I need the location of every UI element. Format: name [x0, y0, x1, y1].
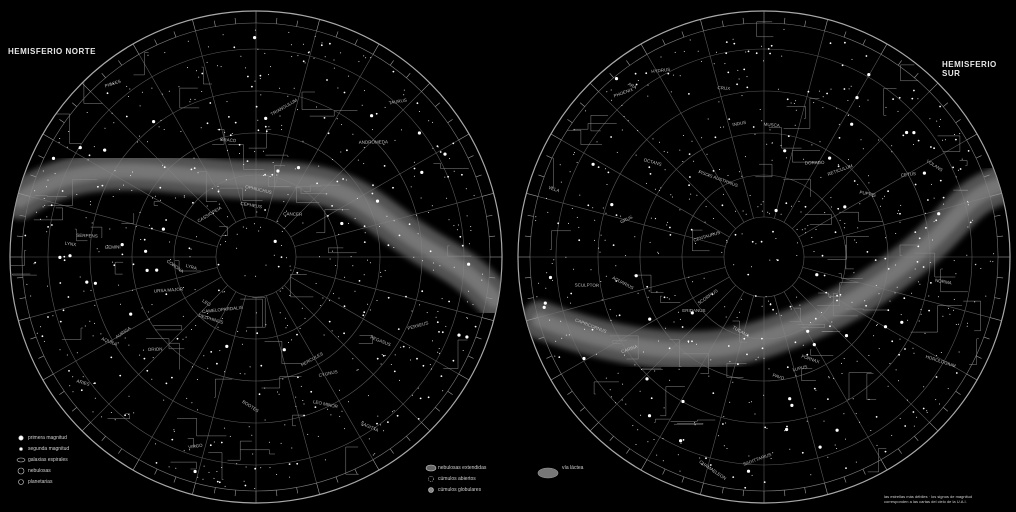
legend-objects: nebulosas extendidas cúmulos abiertos cú… — [424, 462, 486, 495]
nebula-icon — [17, 467, 25, 475]
chart-credit: las estrellas más débiles · los signos d… — [884, 494, 1012, 504]
constellation-label: LYRA — [185, 263, 197, 271]
milky-way-sample-icon — [537, 467, 559, 479]
globular-cluster-icon — [428, 487, 434, 493]
constellation-label: DORADO — [805, 160, 825, 166]
credit-line: las estrellas más débiles · los signos d… — [884, 494, 973, 499]
constellation-label: LEO — [201, 298, 212, 307]
legend-milky-way: vía láctea — [538, 462, 583, 473]
legend-item: segunda magnitud — [14, 443, 69, 454]
galaxy-icon — [16, 457, 26, 463]
constellation-label: DRACO — [220, 137, 237, 143]
constellation-label: LYNX — [65, 241, 77, 248]
constellation-label: CANCER — [283, 211, 303, 216]
constellation-label: ORION — [148, 347, 163, 353]
star-bright-icon — [18, 435, 24, 441]
legend-label: nebulosas — [28, 467, 51, 474]
constellation-label: VIRGO — [188, 443, 204, 450]
constellation-label: INDUS — [732, 120, 747, 127]
milky-way-band-south — [521, 166, 1010, 370]
constellation-label: ERIDANUS — [682, 308, 705, 313]
constellation-label: SERPENS — [76, 233, 98, 239]
constellation-label: CAMELOPARDALIS — [202, 305, 243, 314]
diffuse-nebula-icon — [425, 464, 437, 472]
constellation-label: PISCES — [104, 79, 121, 89]
legend-item: nebulosas extendidas — [424, 462, 486, 473]
legend-label: segunda magnitud — [28, 445, 70, 452]
legend-item: primera magnitud — [14, 432, 69, 443]
south-hemisphere-title: HEMISFERIO SUR — [942, 60, 997, 78]
constellation-label: LUPUS — [792, 364, 808, 372]
legend-label: primera magnitud — [28, 434, 67, 441]
constellation-label: ARA — [627, 81, 638, 90]
legend-item: planetarias — [14, 476, 69, 487]
constellation-label: LEO MINOR — [313, 399, 339, 409]
constellation-label: FORNAX — [801, 354, 820, 365]
constellation-label: SCULPTOR — [575, 282, 600, 287]
constellation-label: CETUS — [901, 171, 917, 178]
constellation-label: CARINA — [621, 344, 639, 355]
constellation-label: CEPHEUS — [240, 201, 262, 209]
constellation-label: ANDROMEDA — [359, 139, 388, 145]
south-hemisphere-chart: CENTAURUSCRUXCARINAVELAPUPPISSCORPIUSSAG… — [517, 10, 1011, 504]
variable-star-icon — [18, 479, 24, 485]
constellation-label: CYGNUS — [318, 369, 338, 378]
legend-label: vía láctea — [562, 464, 584, 471]
constellation-label: CRUX — [717, 85, 730, 91]
legend-label: galaxias espirales — [28, 456, 68, 463]
constellation-label: URSA MAJOR — [154, 287, 184, 294]
constellation-label: PUPPIS — [859, 190, 876, 198]
constellation-label: NORMA — [935, 278, 952, 286]
milky-way-band-north — [10, 152, 502, 319]
credit-line: corresponden a las cartas del cielo de l… — [884, 499, 967, 504]
constellation-label: PHOENIX — [613, 87, 634, 99]
constellation-label: GRUS — [619, 214, 633, 224]
legend-label: cúmulos globulares — [438, 486, 482, 493]
constellation-label: OPHIUCHUS — [245, 184, 272, 195]
star-medium-icon — [19, 447, 23, 451]
legend-item: cúmulos abiertos — [424, 473, 486, 484]
constellation-label: ARIES — [76, 378, 90, 387]
north-hemisphere-title: HEMISFERIO NORTE — [8, 47, 97, 56]
constellation-label: MUSCA — [763, 122, 780, 128]
north-hemisphere-chart: URSA MAJORCASSIOPEIACEPHEUSDRACOCYGNUSLY… — [9, 10, 503, 504]
legend-label: cúmulos abiertos — [438, 475, 476, 482]
legend-label: planetarias — [28, 478, 53, 485]
legend-item: cúmulos globulares — [424, 484, 486, 495]
constellation-label: VELA — [548, 185, 560, 193]
legend-item: nebulosas — [14, 465, 69, 476]
open-cluster-icon — [428, 476, 434, 482]
constellation-label: OCTANS — [643, 157, 662, 167]
legend-label: nebulosas extendidas — [438, 464, 487, 471]
legend-magnitudes: primera magnitud segunda magnitud galaxi… — [14, 432, 69, 487]
legend-item: galaxias espirales — [14, 454, 69, 465]
constellation-label: GEMINI — [105, 244, 121, 249]
constellation-label: HYDRUS — [651, 67, 670, 74]
constellation-label: AQUILA — [101, 336, 118, 347]
constellation-label: PAVO — [772, 372, 785, 381]
constellation-label: PERSEUS — [407, 320, 429, 331]
constellation-label: TAURUS — [388, 97, 407, 105]
legend-symbols — [16, 435, 559, 493]
